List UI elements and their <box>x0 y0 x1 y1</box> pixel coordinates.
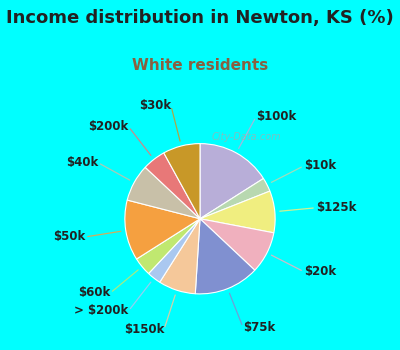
Wedge shape <box>125 200 200 259</box>
Text: City-Data.com: City-Data.com <box>211 132 281 142</box>
Text: $50k: $50k <box>53 230 85 244</box>
Text: $150k: $150k <box>124 323 164 336</box>
Wedge shape <box>145 153 200 219</box>
Wedge shape <box>200 178 270 219</box>
Wedge shape <box>200 144 264 219</box>
Text: $40k: $40k <box>66 156 98 169</box>
Wedge shape <box>164 144 200 219</box>
Text: $30k: $30k <box>139 99 171 112</box>
Text: $125k: $125k <box>316 201 356 214</box>
Wedge shape <box>127 167 200 219</box>
Text: $10k: $10k <box>304 159 336 172</box>
Wedge shape <box>200 219 274 270</box>
Text: > $200k: > $200k <box>74 304 129 317</box>
Wedge shape <box>136 219 200 274</box>
Wedge shape <box>200 191 275 233</box>
Text: $75k: $75k <box>243 321 275 334</box>
Text: $100k: $100k <box>256 110 296 123</box>
Wedge shape <box>160 219 200 294</box>
Text: White residents: White residents <box>132 58 268 73</box>
Text: $20k: $20k <box>304 265 336 278</box>
Wedge shape <box>195 219 255 294</box>
Text: $200k: $200k <box>88 120 129 133</box>
Text: $60k: $60k <box>78 287 110 300</box>
Text: Income distribution in Newton, KS (%): Income distribution in Newton, KS (%) <box>6 9 394 27</box>
Wedge shape <box>148 219 200 282</box>
